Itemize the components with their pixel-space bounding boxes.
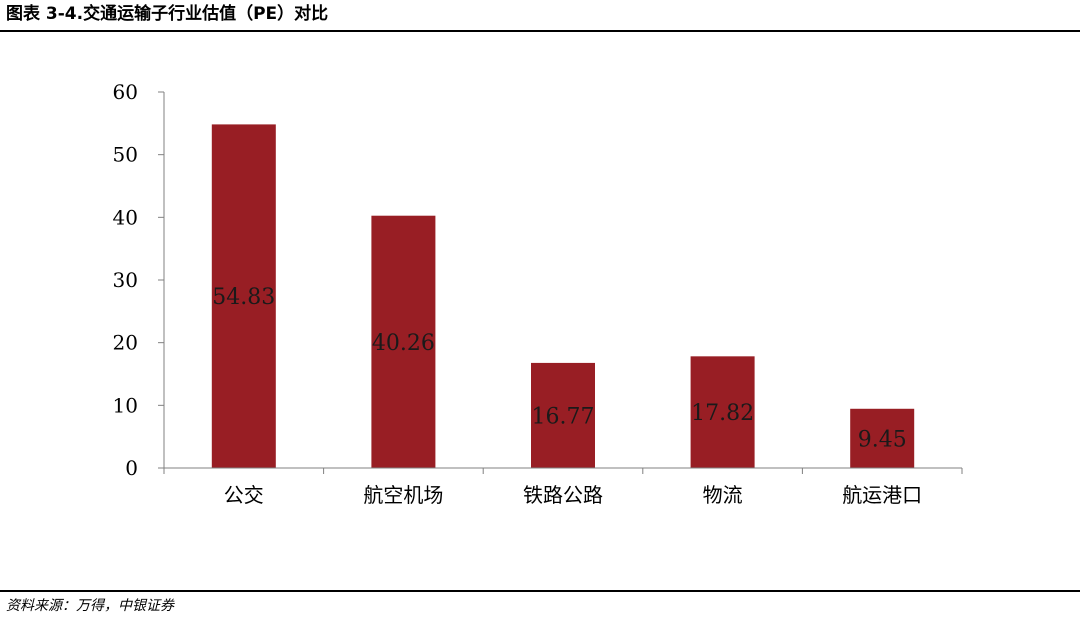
x-tick-label: 公交 [224, 483, 264, 507]
figure-title: 图表 3-4.交通运输子行业估值（PE）对比 [6, 4, 329, 24]
y-tick-label: 30 [113, 268, 138, 292]
source-note: 资料来源：万得，中银证券 [6, 598, 174, 614]
x-tick-label: 铁路公路 [523, 483, 603, 507]
bar-value-label: 17.82 [691, 401, 754, 426]
bar-value-label: 54.83 [212, 285, 275, 310]
bar-value-label: 40.26 [372, 331, 435, 356]
x-tick-label: 航空机场 [363, 483, 443, 507]
x-tick-label: 物流 [703, 483, 743, 507]
top-rule [0, 30, 1080, 32]
x-tick-label: 航运港口 [842, 483, 922, 507]
x-axis: 公交 航空机场 铁路公路 物流 航运港口 [163, 467, 963, 507]
y-tick-label: 10 [113, 393, 138, 417]
y-tick-label: 50 [113, 143, 138, 167]
bar [850, 408, 915, 468]
bar-value-label: 9.45 [858, 427, 907, 452]
bar [531, 362, 595, 468]
data-labels-group: 54.83 40.26 16.77 17.82 9.45 [212, 285, 906, 452]
bar [371, 215, 436, 468]
y-tick-label: 0 [125, 456, 138, 480]
bar [211, 124, 276, 468]
y-tick-label: 60 [113, 80, 138, 104]
y-axis: 0 10 20 30 40 50 60 [113, 80, 165, 480]
bars-group [211, 124, 915, 468]
bar [690, 356, 755, 468]
bottom-rule [0, 590, 1080, 592]
y-tick-label: 20 [113, 331, 138, 355]
pe-bar-chart: 0 10 20 30 40 50 60 54.83 40.26 16.77 17.82 9.45 公… [113, 80, 963, 507]
bar-value-label: 16.77 [532, 404, 595, 429]
y-tick-label: 40 [113, 205, 138, 229]
